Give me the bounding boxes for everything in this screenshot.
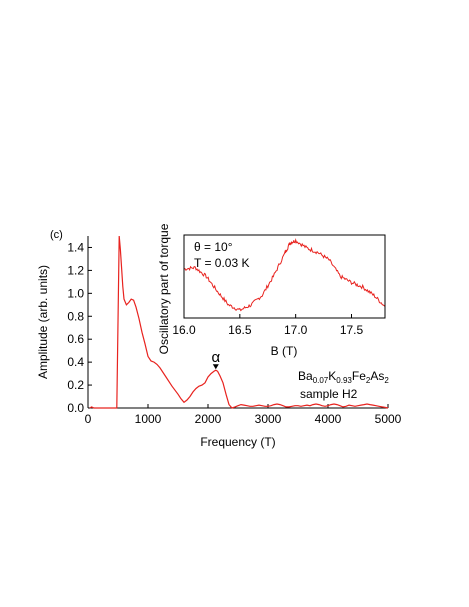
inset-x-tick-label: 16.0 xyxy=(172,323,196,337)
main-x-tick-label: 3000 xyxy=(255,412,282,426)
peak-alpha-label: α xyxy=(211,349,220,366)
inset-background xyxy=(184,235,385,318)
inset-angle-annotation: θ = 10° xyxy=(194,240,233,254)
main-chart: 0 1000 2000 3000 4000 5000 0.0 0.2 0.4 0.6 0.8 1.0… xyxy=(36,229,402,449)
main-x-tick-label: 2000 xyxy=(195,412,222,426)
main-y-tick-label: 0.8 xyxy=(67,309,84,323)
main-y-ticks: 0.0 0.2 0.4 0.6 0.8 1.0 1.2 1.4 xyxy=(67,240,92,415)
main-y-tick-label: 0.4 xyxy=(67,355,84,369)
inset-temperature-annotation: T = 0.03 K xyxy=(194,256,249,270)
inset-y-axis-label: Oscillatory part of torque xyxy=(157,223,171,354)
inset-x-axis-label: B (T) xyxy=(271,344,298,358)
inset-x-tick-label: 17.5 xyxy=(340,323,364,337)
main-y-tick-label: 1.4 xyxy=(67,240,84,254)
inset-x-tick-label: 16.5 xyxy=(228,323,252,337)
main-x-tick-label: 5000 xyxy=(375,412,402,426)
main-y-tick-label: 0.6 xyxy=(67,332,84,346)
main-series-line xyxy=(89,235,389,409)
sample-label: sample H2 xyxy=(300,387,358,401)
inset-chart: 16.0 16.5 17.0 17.5 B (T) Oscillatory part … xyxy=(157,223,386,358)
main-x-axis-label: Frequency (T) xyxy=(200,435,275,449)
panel-label: (c) xyxy=(50,229,63,241)
main-x-tick-label: 0 xyxy=(85,412,92,426)
main-x-tick-label: 1000 xyxy=(135,412,162,426)
main-y-tick-label: 0.2 xyxy=(67,378,84,392)
main-x-ticks: 0 1000 2000 3000 4000 5000 xyxy=(85,404,402,426)
peak-arrow-icon xyxy=(212,364,219,370)
inset-x-tick-label: 17.0 xyxy=(284,323,308,337)
main-y-tick-label: 1.2 xyxy=(67,263,84,277)
main-y-tick-label: 0.0 xyxy=(67,401,84,415)
main-y-axis-label: Amplitude (arb. units) xyxy=(36,265,50,379)
main-x-tick-label: 4000 xyxy=(315,412,342,426)
inset-frame xyxy=(183,234,386,319)
inset-x-ticks: 16.0 16.5 17.0 17.5 xyxy=(172,314,364,337)
main-y-tick-label: 1.0 xyxy=(67,286,84,300)
compound-formula: Ba0.07K0.93Fe2As2 xyxy=(298,369,389,385)
inset-series-line xyxy=(183,238,386,312)
